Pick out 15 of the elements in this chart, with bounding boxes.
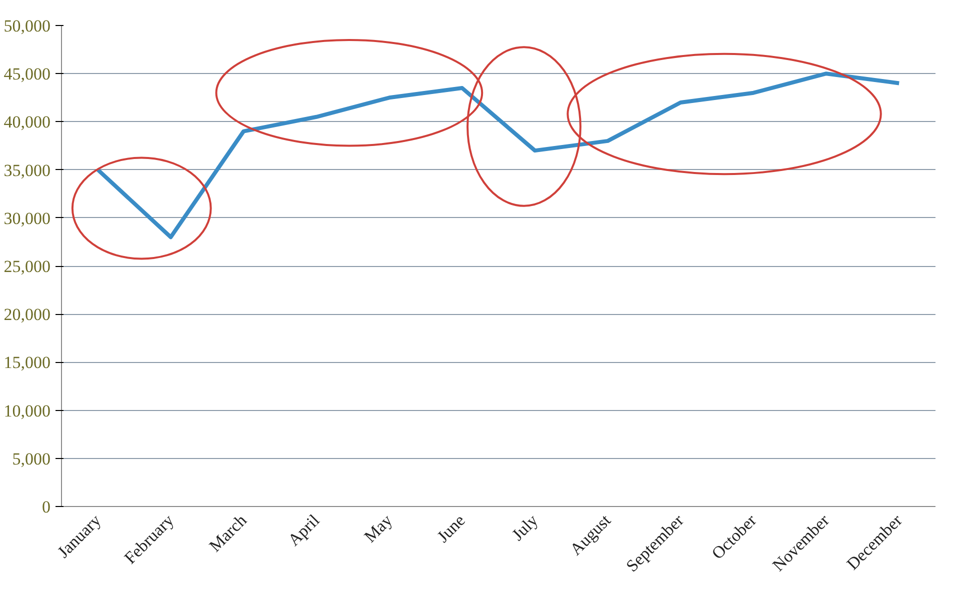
x-tick-label: June [433, 510, 469, 546]
y-tick-label: 35,000 [4, 160, 50, 180]
x-tick-label: May [360, 510, 396, 546]
y-tick-label: 20,000 [4, 305, 50, 324]
x-tick-label: July [508, 510, 542, 544]
y-tick-label: 10,000 [4, 401, 50, 420]
y-tick-label: 45,000 [4, 64, 50, 84]
line-series [96, 72, 902, 240]
y-tick-label: 50,000 [4, 16, 50, 36]
y-tick-label: 5,000 [12, 449, 50, 468]
y-tick-label: 15,000 [4, 353, 50, 372]
y-tick-label: 30,000 [4, 208, 50, 228]
y-tick-label: 40,000 [4, 112, 50, 132]
y-tick-label: 25,000 [4, 257, 50, 276]
y-tick-label: 0 [42, 498, 50, 516]
